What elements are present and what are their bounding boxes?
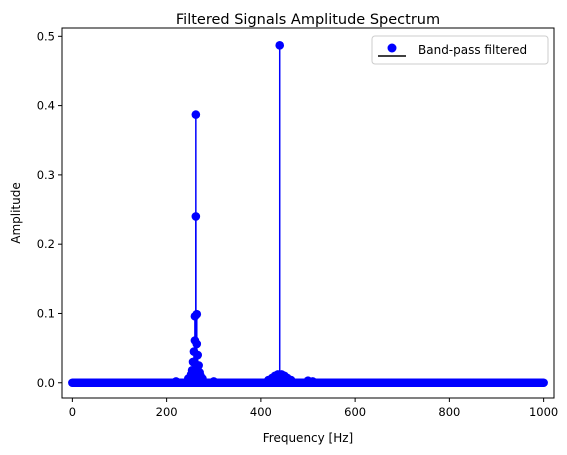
x-axis-ticks: 0 200 400 600 800 1000 (69, 398, 558, 419)
markers-layer (68, 41, 548, 388)
chart-title: Filtered Signals Amplitude Spectrum (176, 12, 440, 28)
legend-box (371, 35, 549, 65)
peak-marker (194, 361, 203, 370)
x-tick-label: 800 (438, 405, 460, 419)
legend-label: Band-pass filtered (418, 43, 527, 57)
plot-frame (61, 27, 555, 399)
x-tick-label: 400 (250, 405, 272, 419)
y-tick-label: 0.3 (37, 168, 55, 182)
peak-marker (193, 350, 203, 360)
y-axis-label: Amplitude (9, 182, 23, 244)
peak-marker (264, 375, 273, 385)
peak-marker (191, 212, 201, 221)
y-tick-label: 0.5 (37, 29, 55, 43)
peak-marker (286, 375, 296, 385)
legend: Band-pass filtered (371, 35, 549, 65)
x-tick-label: 1000 (529, 405, 558, 419)
peak-marker (190, 336, 200, 345)
x-tick-label: 0 (69, 405, 76, 419)
x-tick-label: 600 (344, 405, 366, 419)
y-tick-label: 0.4 (37, 99, 55, 113)
x-axis-label: Frequency [Hz] (263, 431, 354, 445)
peak-marker (191, 110, 201, 119)
peak-marker (190, 311, 200, 321)
y-axis-ticks: 0.0 0.1 0.2 0.3 0.4 0.5 (37, 29, 62, 390)
peak-marker (198, 374, 207, 383)
legend-marker-swatch (387, 43, 397, 53)
data-point-marker (539, 378, 548, 388)
y-tick-label: 0.2 (37, 237, 55, 251)
peak-marker (308, 377, 318, 386)
peak-marker (209, 377, 219, 386)
peak-marker (184, 374, 193, 383)
y-tick-label: 0.1 (37, 306, 55, 320)
y-tick-label: 0.0 (37, 376, 55, 390)
x-tick-label: 200 (156, 405, 178, 419)
peak-marker (275, 41, 285, 50)
peak-marker (171, 377, 181, 386)
